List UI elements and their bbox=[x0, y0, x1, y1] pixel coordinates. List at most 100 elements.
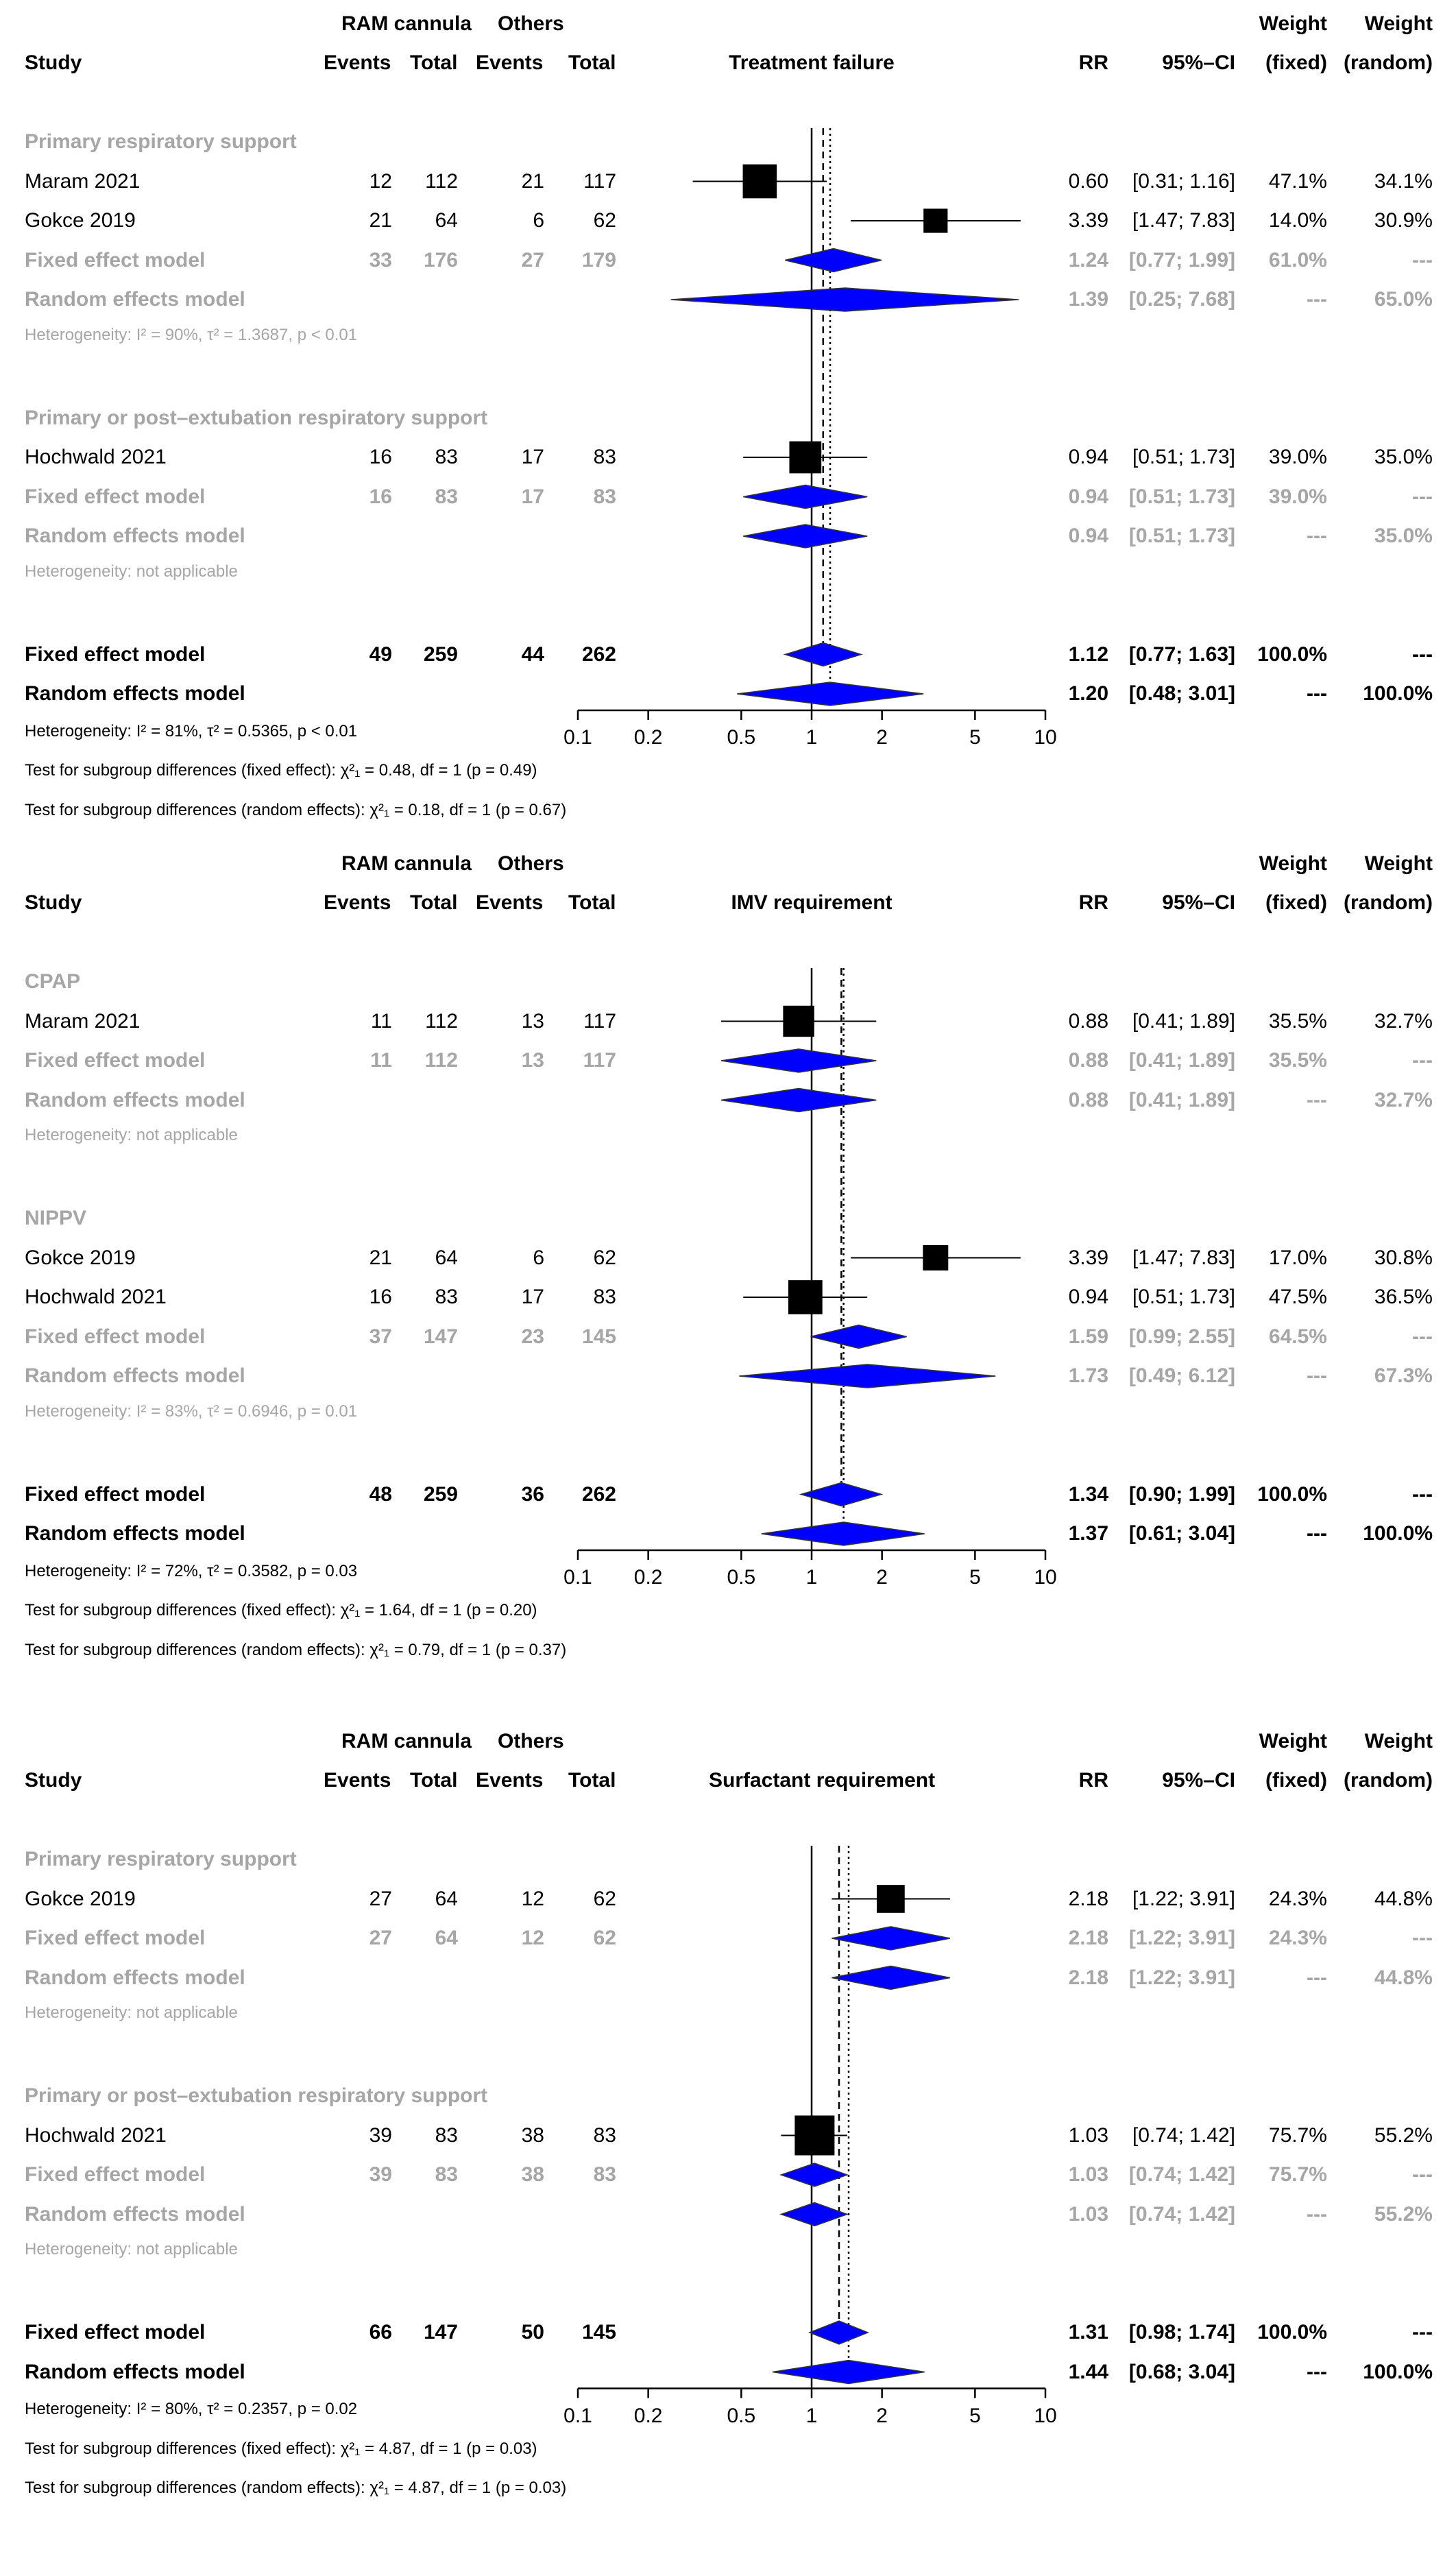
weight-fixed: 75.7% bbox=[1268, 2123, 1327, 2147]
group2-header: Others bbox=[498, 1730, 564, 1752]
events-group2: 27 bbox=[521, 248, 544, 272]
forest-plot-panel: RAM cannula Others Weight Weight Study Events… bbox=[0, 1718, 1456, 2554]
weight-fixed: 14.0% bbox=[1268, 209, 1327, 232]
x-axis-tick-label: 2 bbox=[876, 2404, 888, 2427]
outcome-title: IMV requirement bbox=[731, 891, 893, 914]
total-group2: 83 bbox=[593, 1286, 616, 1308]
x-axis-tick-label: 2 bbox=[876, 726, 888, 749]
subgroup-heterogeneity: Heterogeneity: not applicable bbox=[25, 562, 238, 581]
total-group1: 83 bbox=[435, 1286, 458, 1308]
events-group2: 17 bbox=[521, 485, 544, 508]
weight-random: 32.7% bbox=[1374, 1009, 1433, 1033]
forest-plot-panel: RAM cannula Others Weight Weight Study Events… bbox=[0, 840, 1456, 1676]
total-group1: 64 bbox=[435, 209, 458, 232]
total-group1: 112 bbox=[425, 169, 458, 193]
study-effect-square bbox=[788, 1280, 823, 1314]
total-group2: 179 bbox=[581, 248, 616, 272]
weight-random: 44.8% bbox=[1374, 1966, 1433, 1989]
pooled-effect-diamond bbox=[808, 2320, 870, 2345]
weight-fixed: 100.0% bbox=[1257, 2321, 1327, 2344]
subgroup-label: Primary respiratory support bbox=[25, 1848, 297, 1870]
subgroup-random-label: Random effects model bbox=[25, 1088, 245, 1111]
total-group2: 83 bbox=[593, 446, 616, 468]
subgroup-label: NIPPV bbox=[25, 1207, 87, 1229]
events-header: Events bbox=[324, 891, 391, 914]
weight-fixed: 24.3% bbox=[1268, 1887, 1327, 1910]
study-label: Hochwald 2021 bbox=[25, 446, 167, 468]
weight-fixed: 17.0% bbox=[1268, 1246, 1327, 1269]
study-effect-square bbox=[789, 441, 822, 474]
x-axis-tick-label: 10 bbox=[1034, 726, 1057, 749]
study-label: Maram 2021 bbox=[25, 1009, 141, 1033]
events-group2: 12 bbox=[521, 1927, 544, 1949]
x-axis-tick-label: 0.5 bbox=[727, 726, 756, 749]
weight-random: --- bbox=[1412, 248, 1433, 272]
footer-statistic: Test for subgroup differences (random ef… bbox=[25, 1640, 567, 1659]
total-group1: 83 bbox=[435, 446, 458, 468]
total-group1: 64 bbox=[435, 1887, 458, 1910]
rr-value: 2.18 bbox=[1068, 1966, 1108, 1989]
study-label: Gokce 2019 bbox=[25, 209, 136, 232]
group2-header: Others bbox=[498, 12, 564, 35]
pooled-effect-diamond bbox=[810, 1324, 907, 1349]
subgroup-random-label: Random effects model bbox=[25, 1364, 245, 1387]
rr-value: 0.60 bbox=[1068, 169, 1108, 193]
x-axis-tick-label: 1 bbox=[805, 2404, 818, 2427]
total-header: Total bbox=[410, 1769, 458, 1792]
events-group1: 48 bbox=[369, 1482, 392, 1506]
total-group2: 117 bbox=[583, 169, 616, 193]
total-header: Total bbox=[410, 891, 458, 914]
ci-value: [0.49; 6.12] bbox=[1128, 1364, 1235, 1387]
pooled-effect-diamond bbox=[832, 1965, 951, 1990]
weight-random: 30.9% bbox=[1374, 209, 1433, 232]
rr-value: 1.24 bbox=[1068, 248, 1108, 272]
weight-fixed: 39.0% bbox=[1268, 485, 1327, 508]
total-group1: 83 bbox=[435, 2123, 458, 2147]
ci-value: [0.41; 1.89] bbox=[1132, 1009, 1235, 1033]
rr-value: 1.31 bbox=[1068, 2321, 1108, 2344]
rr-value: 1.73 bbox=[1068, 1364, 1108, 1387]
weight-random: 35.0% bbox=[1374, 446, 1433, 468]
weight-random: 67.3% bbox=[1374, 1364, 1433, 1387]
study-effect-square bbox=[742, 164, 777, 199]
fixed-header: (fixed) bbox=[1265, 51, 1327, 74]
rr-value: 0.88 bbox=[1068, 1009, 1108, 1033]
subgroup-fixed-label: Fixed effect model bbox=[25, 2163, 206, 2186]
weight-header: Weight bbox=[1364, 852, 1433, 875]
fixed-header: (fixed) bbox=[1265, 891, 1327, 914]
ci-value: [0.98; 1.74] bbox=[1128, 2321, 1235, 2344]
weight-fixed: 47.1% bbox=[1268, 169, 1327, 193]
study-label: Maram 2021 bbox=[25, 169, 141, 193]
pooled-effect-diamond bbox=[779, 2202, 849, 2227]
study-effect-square bbox=[877, 1885, 905, 1913]
events-group2: 17 bbox=[521, 446, 544, 468]
overall-random-label: Random effects model bbox=[25, 1522, 245, 1545]
footer-statistic: Test for subgroup differences (random ef… bbox=[25, 800, 567, 819]
ci-value: [0.68; 3.04] bbox=[1128, 2360, 1235, 2383]
pooled-effect-diamond bbox=[799, 1482, 884, 1507]
weight-fixed: 47.5% bbox=[1268, 1286, 1327, 1308]
weight-random: 55.2% bbox=[1374, 2202, 1433, 2226]
events-group2: 23 bbox=[521, 1325, 544, 1348]
rr-header: RR bbox=[1078, 51, 1108, 74]
events-group2: 13 bbox=[521, 1009, 544, 1033]
pooled-effect-diamond bbox=[743, 484, 868, 509]
total-group1: 112 bbox=[424, 1049, 458, 1072]
x-axis-tick-label: 0.1 bbox=[563, 726, 592, 749]
subgroup-heterogeneity: Heterogeneity: not applicable bbox=[25, 2003, 238, 2023]
total-group2: 262 bbox=[581, 1482, 616, 1506]
weight-random: --- bbox=[1412, 485, 1433, 508]
x-axis-tick-label: 0.2 bbox=[633, 726, 663, 749]
group1-header: RAM cannula bbox=[341, 12, 472, 35]
pooled-effect-diamond bbox=[743, 524, 868, 549]
overall-fixed-label: Fixed effect model bbox=[25, 1482, 206, 1506]
pooled-effect-diamond bbox=[761, 1521, 925, 1546]
total-group2: 83 bbox=[593, 2123, 616, 2147]
total-group1: 64 bbox=[435, 1927, 458, 1949]
footer-statistic: Test for subgroup differences (fixed eff… bbox=[25, 1601, 537, 1619]
study-label: Gokce 2019 bbox=[25, 1887, 136, 1910]
forest-plot-panel: RAM cannula Others Weight Weight Study Events… bbox=[0, 0, 1456, 836]
rr-value: 0.88 bbox=[1068, 1088, 1108, 1111]
ci-header: 95%–CI bbox=[1162, 891, 1235, 914]
weight-fixed: --- bbox=[1307, 2360, 1327, 2383]
